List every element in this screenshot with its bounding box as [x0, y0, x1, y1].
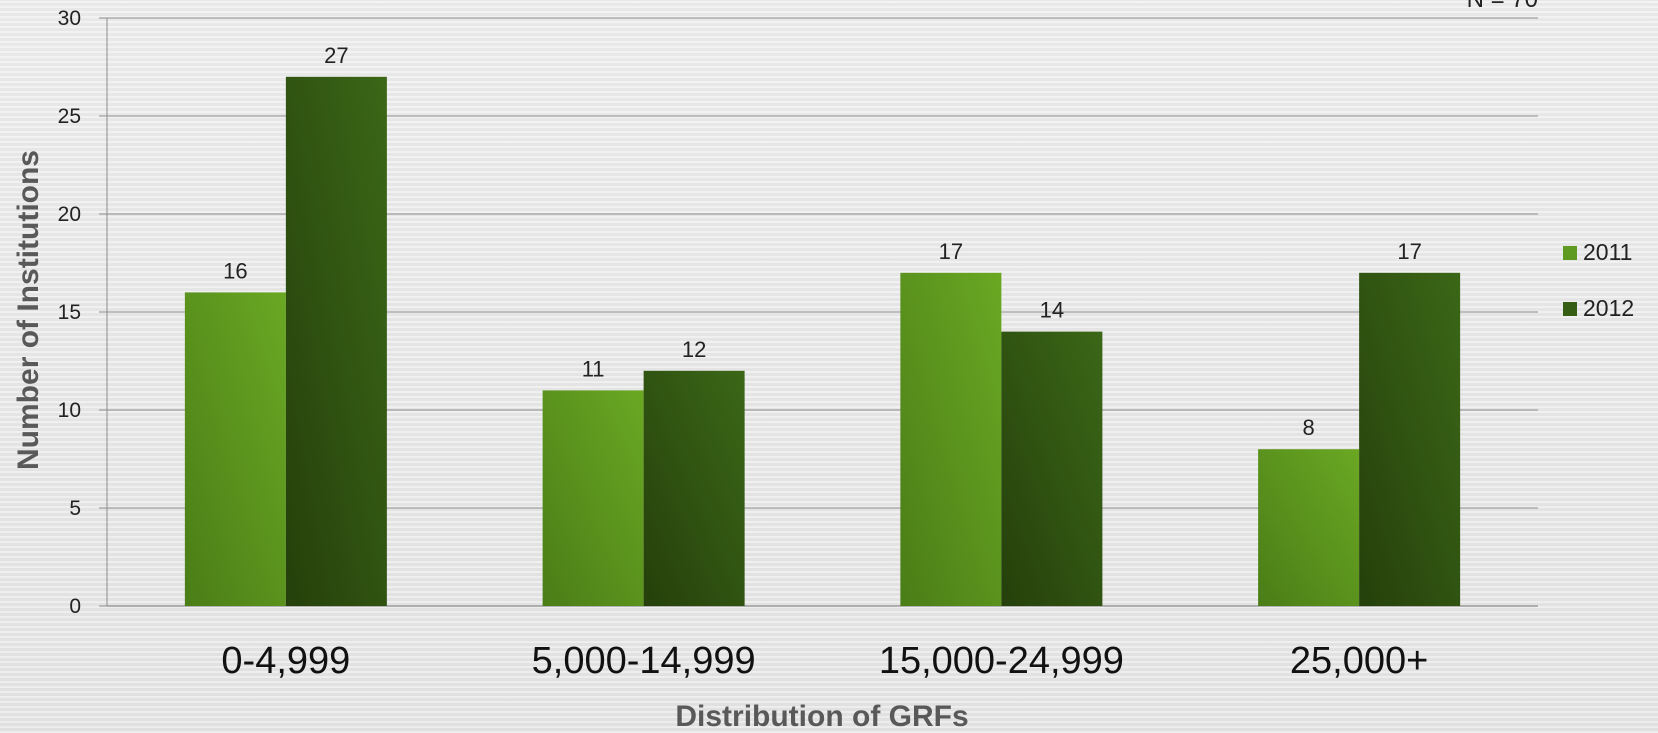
data-label: 12 — [682, 337, 706, 362]
data-label: 16 — [223, 258, 247, 283]
y-tick-label: 30 — [58, 7, 81, 30]
x-category-label: 25,000+ — [1290, 640, 1428, 682]
data-label: 17 — [939, 239, 963, 264]
y-tick-label: 5 — [69, 497, 81, 520]
legend-label: 2011 — [1583, 239, 1632, 265]
x-axis-title: Distribution of GRFs — [675, 700, 968, 733]
legend-label: 2012 — [1583, 295, 1634, 321]
bar-2011-2 — [900, 272, 1002, 606]
bar-2011-3 — [1258, 449, 1360, 606]
data-label: 14 — [1040, 298, 1064, 323]
bar-2011-0 — [184, 292, 286, 606]
data-label: 11 — [582, 356, 605, 381]
y-tick-label: 15 — [58, 301, 81, 324]
y-tick-label: 0 — [69, 595, 81, 618]
y-tick-label: 10 — [58, 399, 81, 422]
bar-2011-1 — [542, 390, 644, 606]
y-tick-label: 20 — [58, 203, 81, 226]
bars — [184, 76, 1461, 607]
legend: 2011 2012 — [1563, 239, 1634, 321]
sample-size-annotation: N = 70 — [1467, 0, 1538, 13]
bar-2012-0 — [285, 76, 387, 607]
data-label: 8 — [1303, 415, 1315, 440]
data-label: 17 — [1397, 239, 1421, 264]
bar-2012-3 — [1359, 272, 1461, 606]
bar-2012-2 — [1001, 331, 1103, 606]
legend-swatch-2012 — [1563, 302, 1577, 316]
legend-swatch-2011 — [1563, 246, 1577, 260]
labels: 0 5 10 15 20 25 30 16 27 0-4,999 11 12 5,000-14,999 1… — [58, 7, 1429, 682]
x-category-label: 0-4,999 — [221, 640, 350, 682]
y-tick-label: 25 — [58, 105, 81, 128]
data-label: 27 — [324, 43, 348, 68]
bar-2012-1 — [643, 370, 745, 606]
x-category-label: 15,000-24,999 — [879, 640, 1124, 682]
x-category-label: 5,000-14,999 — [532, 640, 756, 682]
y-axis-title: Number of Institutions — [12, 150, 45, 470]
